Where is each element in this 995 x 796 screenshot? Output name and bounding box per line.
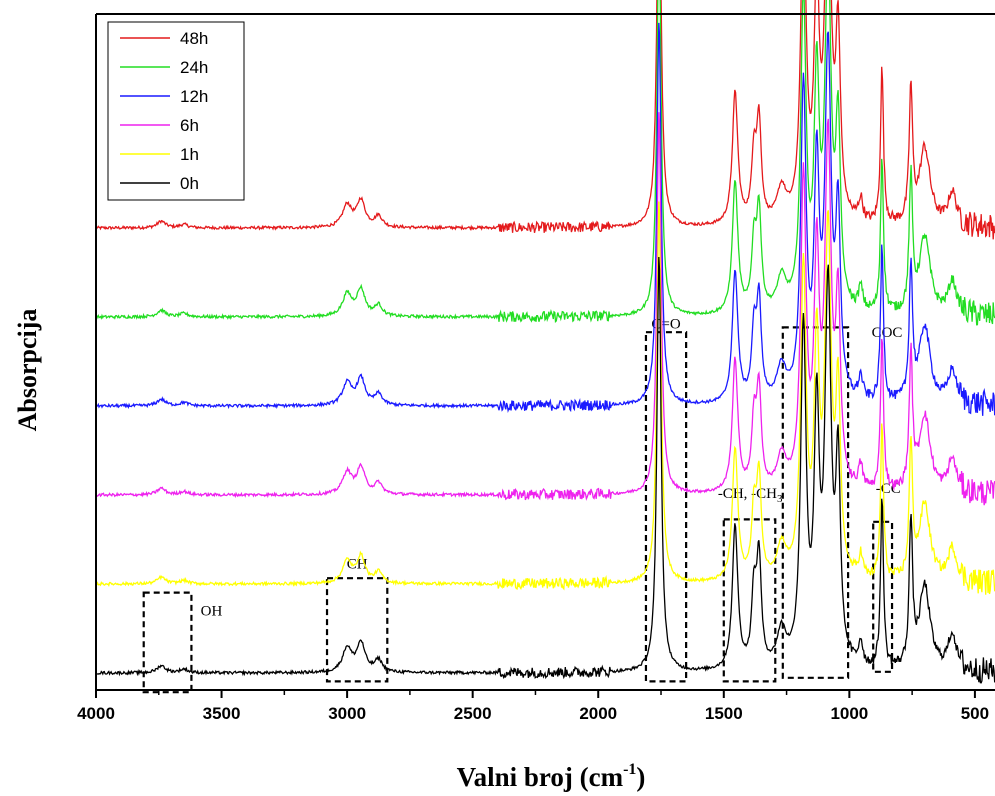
series-line-6h: [95, 112, 995, 506]
x-tick-label: 2000: [579, 704, 617, 723]
annotation-box: [722, 518, 777, 683]
x-tick-label: 2500: [454, 704, 492, 723]
legend-label-0h: 0h: [180, 174, 199, 193]
x-tick-label: 500: [961, 704, 989, 723]
x-tick-label: 1000: [830, 704, 868, 723]
legend-label-48h: 48h: [180, 29, 208, 48]
x-tick-label: 4000: [77, 704, 115, 723]
series-line-0h: [95, 256, 995, 684]
x-axis-ticks: 4000 3500 3000 2500 2000 1500 1000 500: [77, 690, 989, 723]
legend-label-1h: 1h: [180, 145, 199, 164]
x-axis-title-superscript: -1: [623, 761, 636, 778]
annotation-box: [142, 591, 193, 694]
annotation-label: OH: [201, 603, 223, 619]
legend-label-6h: 6h: [180, 116, 199, 135]
series-line-1h: [95, 201, 995, 595]
annotation-box: [644, 331, 688, 683]
annotation-box: [325, 577, 389, 683]
annotation-label-subscript: 3: [777, 493, 783, 505]
legend-label-12h: 12h: [180, 87, 208, 106]
plot-area: [96, 14, 995, 690]
x-tick-label: 3000: [328, 704, 366, 723]
series-line-24h: [95, 0, 995, 326]
legend: 48h 24h 12h 6h 1h 0h: [107, 21, 245, 201]
x-axis-title-main: Valni broj (cm: [457, 762, 624, 792]
annotation-label: COC: [872, 325, 903, 341]
legend-label-24h: 24h: [180, 58, 208, 77]
annotation-label: C=O: [651, 317, 680, 333]
series-line-12h: [95, 22, 995, 416]
x-tick-label: 1500: [705, 704, 743, 723]
legend-box: [107, 21, 245, 201]
x-tick-label: 3500: [203, 704, 241, 723]
annotation-box: [872, 520, 894, 673]
y-axis-title: Absorpcija: [13, 309, 42, 432]
x-axis-title-end: ): [636, 762, 645, 792]
annotation-label: -CH, -CH3: [718, 486, 783, 505]
annotation-label: CH: [347, 557, 368, 573]
x-axis-title: Valni broj (cm-1): [457, 761, 646, 792]
series-line-48h: [95, 0, 995, 240]
spectra-series: [95, 0, 995, 684]
